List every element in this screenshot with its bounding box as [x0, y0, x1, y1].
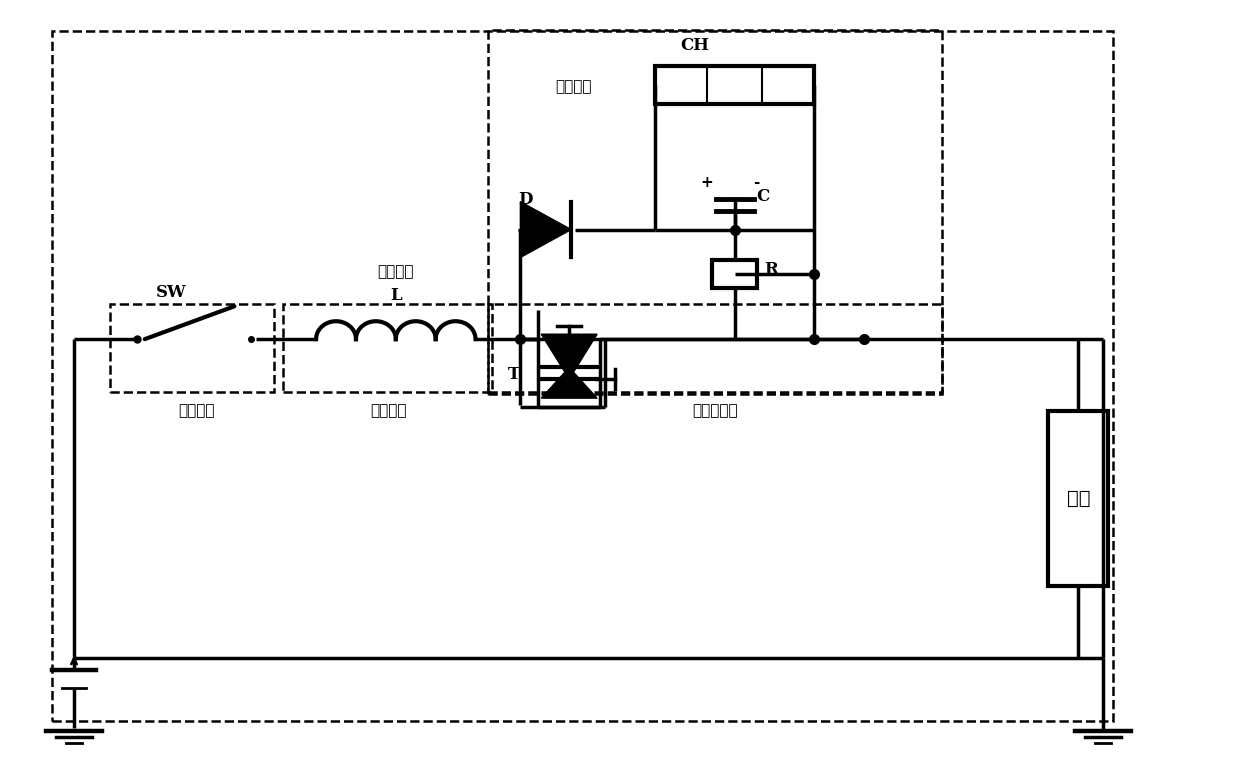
- Bar: [712, 261, 757, 288]
- Text: +: +: [700, 175, 714, 190]
- Bar: [52, 31, 1113, 720]
- Text: CH: CH: [680, 37, 709, 54]
- Text: C: C: [757, 188, 769, 206]
- Polygon shape: [541, 334, 597, 379]
- Text: SW: SW: [156, 284, 187, 301]
- Text: -: -: [753, 175, 760, 190]
- Text: 隔离开关: 隔离开关: [178, 404, 214, 418]
- Text: 吸收回路: 吸收回路: [555, 80, 592, 94]
- Bar: [284, 304, 492, 392]
- Polygon shape: [520, 202, 571, 257]
- Polygon shape: [541, 367, 597, 398]
- Bar: [655, 66, 814, 104]
- Bar: [488, 31, 942, 394]
- Text: 线路电抗: 线路电抗: [370, 404, 408, 418]
- Text: 主开关电路: 主开关电路: [691, 404, 737, 418]
- Text: 负载: 负载: [1067, 490, 1090, 507]
- Text: 线路电抗: 线路电抗: [378, 265, 414, 280]
- Text: T: T: [508, 366, 520, 383]
- Text: D: D: [518, 191, 533, 208]
- Bar: [1048, 411, 1108, 586]
- Text: L: L: [390, 287, 401, 304]
- Bar: [110, 304, 274, 392]
- Bar: [488, 304, 942, 392]
- Text: R: R: [764, 261, 778, 278]
